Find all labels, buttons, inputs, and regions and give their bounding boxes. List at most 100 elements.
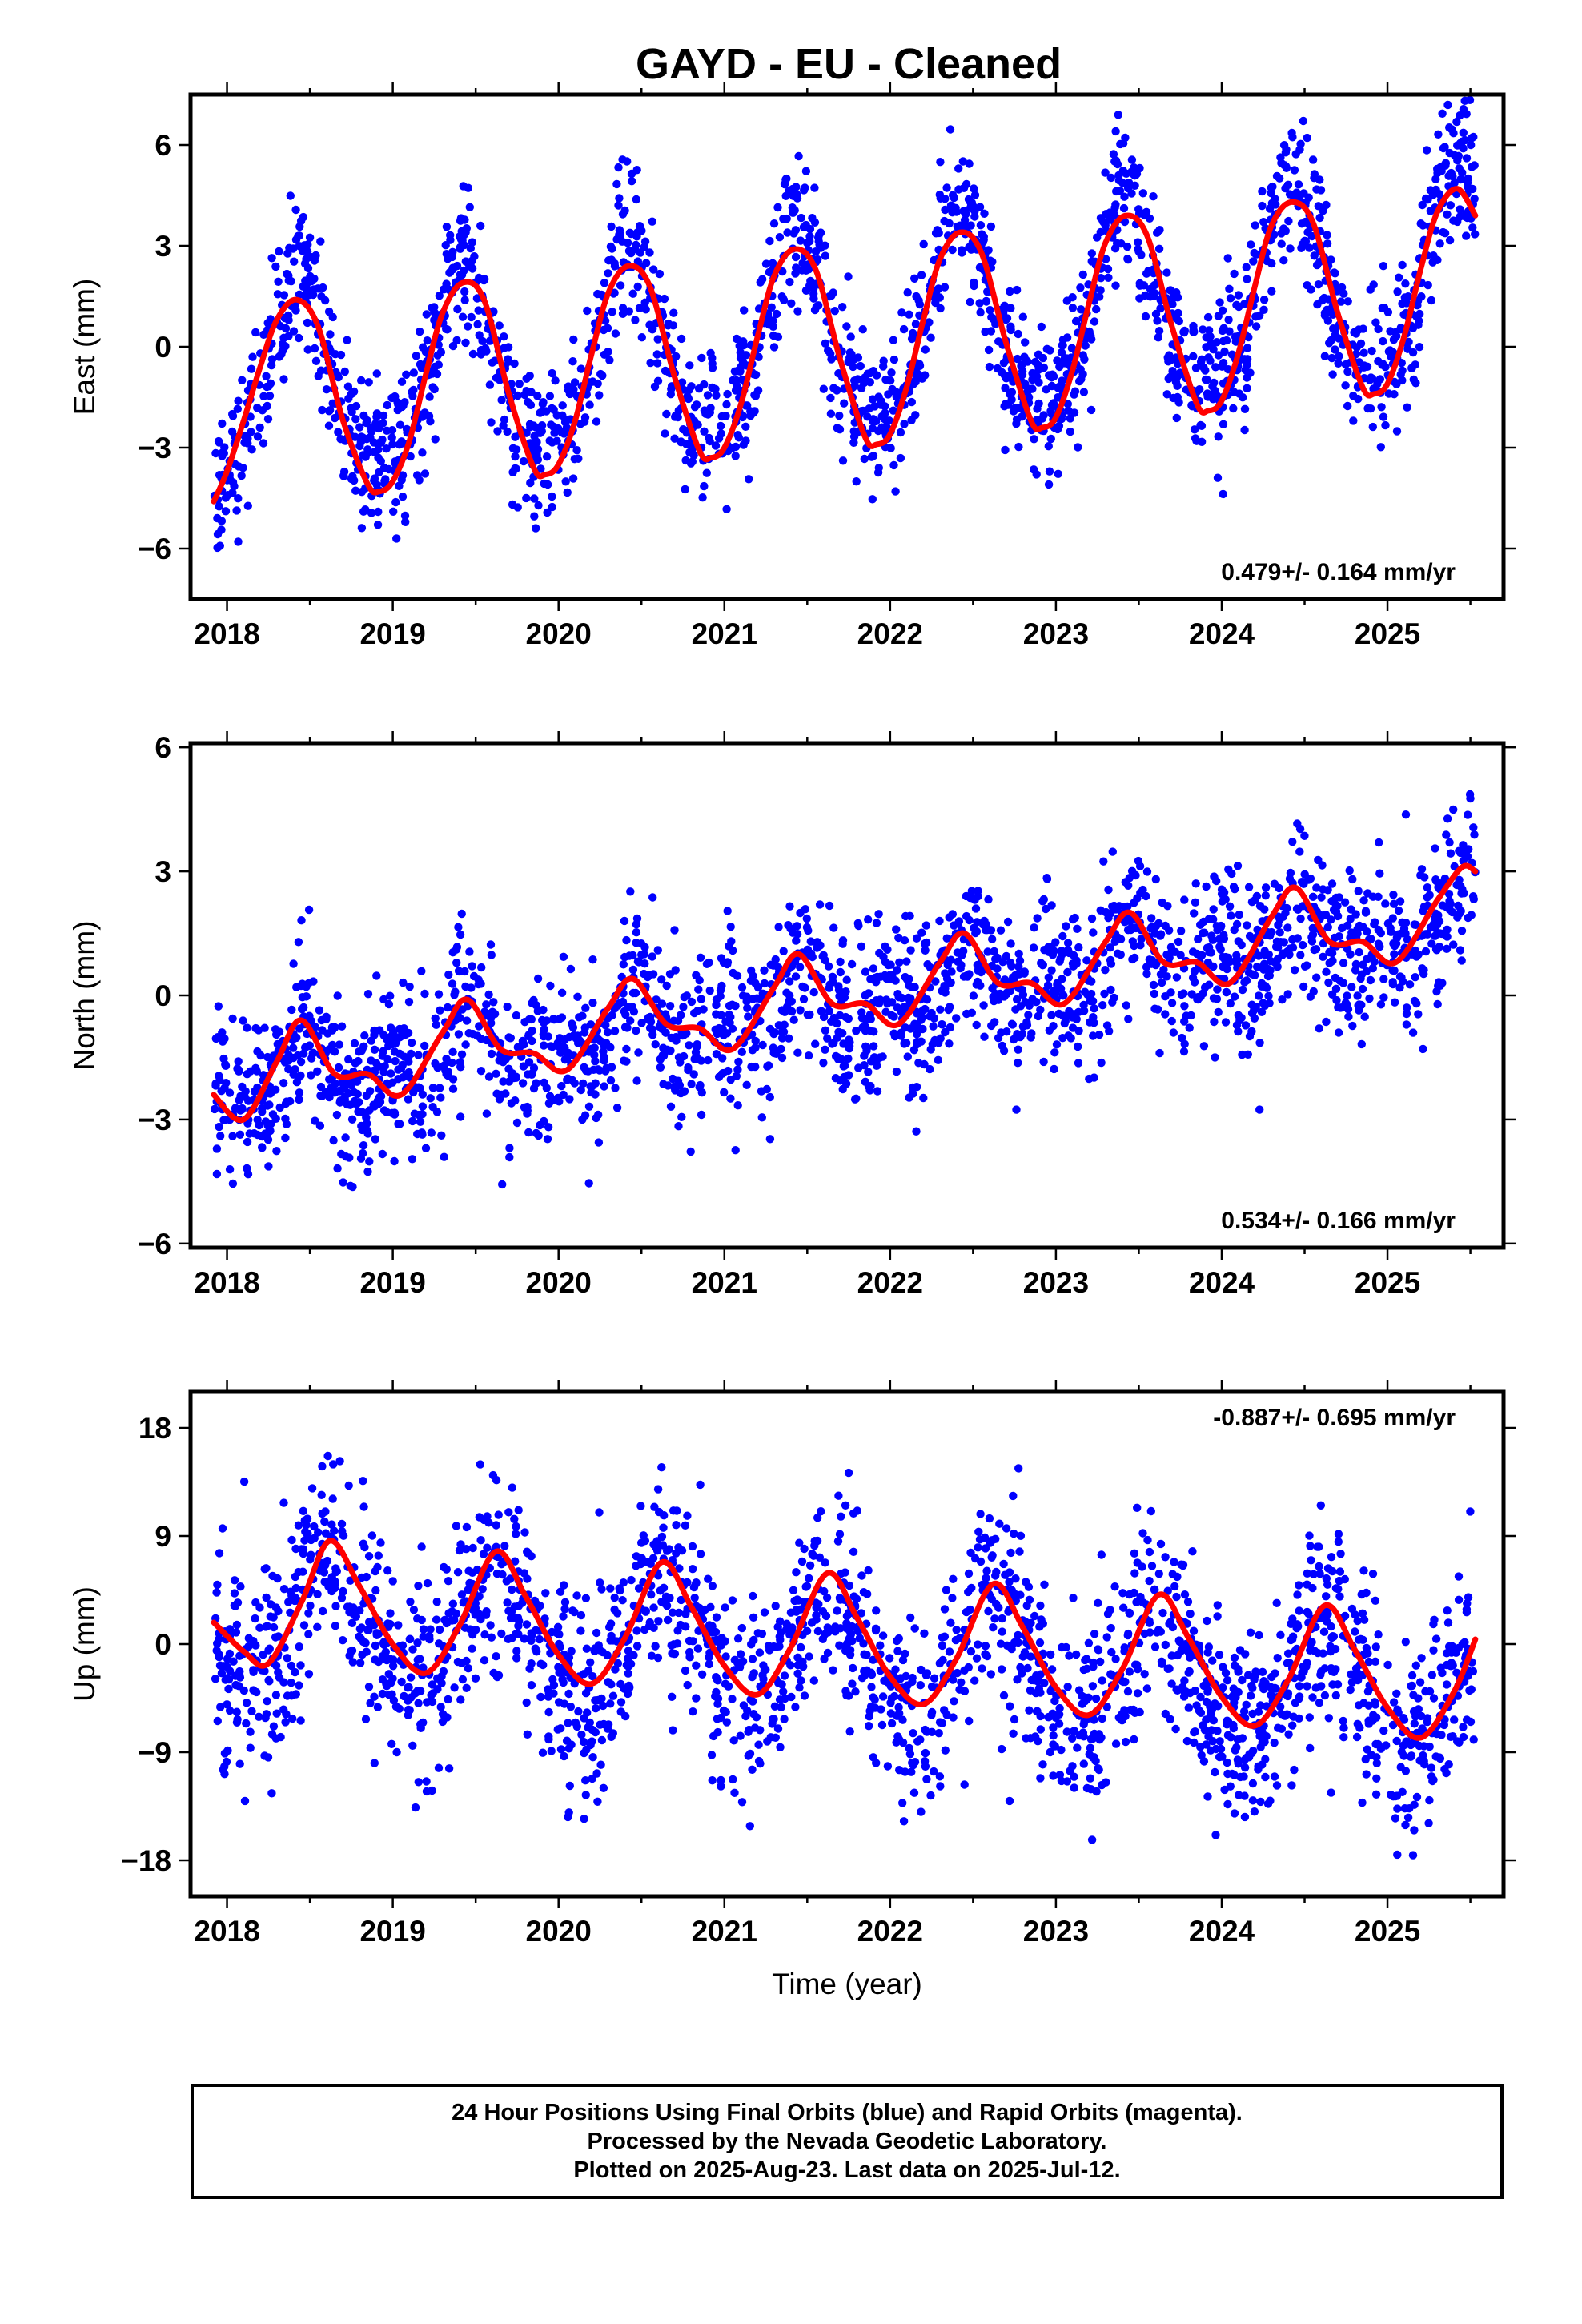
north-data-point — [1185, 1023, 1194, 1032]
east-data-point — [1403, 292, 1413, 301]
north-data-point — [1356, 974, 1365, 983]
up-data-point — [1133, 1689, 1142, 1698]
east-data-point — [363, 416, 371, 425]
north-data-point — [697, 1110, 706, 1120]
east-data-point — [1001, 400, 1010, 408]
east-data-point — [536, 408, 544, 417]
north-data-point — [528, 1036, 536, 1046]
east-data-point — [1375, 375, 1385, 384]
east-y-axis-label: East (mm) — [68, 279, 101, 416]
north-data-point — [948, 910, 958, 919]
east-data-point — [842, 322, 851, 331]
east-data-point — [374, 507, 383, 517]
east-data-point — [986, 222, 996, 231]
up-data-point — [508, 1585, 516, 1594]
east-data-point — [1081, 341, 1090, 350]
east-data-point — [1435, 239, 1444, 248]
north-data-point — [252, 1067, 261, 1076]
east-data-point — [311, 251, 320, 260]
north-data-point — [1375, 869, 1384, 878]
east-data-point — [642, 259, 651, 267]
east-data-point — [1078, 270, 1088, 279]
east-data-point — [1378, 304, 1387, 312]
east-data-point — [532, 524, 540, 533]
north-data-point — [1390, 950, 1399, 959]
north-data-point — [737, 983, 747, 992]
east-data-point — [303, 318, 312, 328]
north-data-point — [1174, 937, 1183, 947]
east-data-point — [745, 475, 753, 484]
north-data-point — [1332, 995, 1341, 1005]
east-data-point — [769, 343, 779, 352]
north-data-point — [747, 966, 756, 975]
east-data-point — [1279, 141, 1289, 150]
east-data-point — [1030, 465, 1038, 474]
north-data-point — [560, 1055, 569, 1064]
north-data-point — [903, 1052, 913, 1061]
north-data-point — [1337, 923, 1347, 933]
north-data-point — [505, 1144, 514, 1152]
east-xtick-label: 2018 — [194, 617, 259, 650]
north-data-point — [482, 1000, 491, 1009]
north-data-point — [1006, 939, 1015, 948]
north-data-point — [468, 962, 476, 971]
north-data-point — [869, 964, 878, 973]
north-data-point — [427, 1128, 436, 1137]
north-data-point — [414, 1083, 423, 1092]
east-data-point — [1460, 96, 1469, 105]
east-data-point — [366, 433, 375, 442]
east-data-point — [970, 184, 978, 193]
east-data-point — [1438, 109, 1447, 118]
east-data-point — [830, 307, 840, 316]
east-data-point — [376, 456, 385, 466]
north-data-point — [869, 1042, 878, 1051]
north-data-point — [821, 1045, 829, 1055]
up-data-point — [606, 1584, 615, 1593]
east-data-point — [793, 307, 802, 316]
east-data-point — [978, 238, 987, 247]
east-data-point — [1049, 399, 1058, 408]
east-data-point — [730, 367, 740, 376]
north-data-point — [235, 1096, 243, 1105]
north-data-point — [938, 987, 946, 995]
east-data-point — [1343, 367, 1352, 376]
north-data-point — [771, 955, 780, 964]
north-data-point — [906, 994, 915, 1003]
east-data-point — [697, 353, 706, 363]
east-data-point — [1367, 346, 1376, 356]
east-data-point — [870, 402, 879, 411]
up-data-point — [592, 1628, 601, 1638]
up-data-point — [862, 1651, 871, 1659]
north-data-point — [1299, 879, 1308, 888]
up-data-point — [271, 1691, 281, 1699]
up-data-point — [1443, 1606, 1452, 1615]
east-data-point — [361, 505, 370, 514]
east-data-point — [1431, 185, 1440, 195]
chart-title: GAYD - EU - Cleaned — [636, 40, 1062, 88]
north-data-point — [1374, 939, 1383, 948]
east-data-point — [548, 502, 556, 512]
east-data-point — [779, 215, 788, 223]
east-data-point — [281, 342, 290, 351]
east-data-point — [690, 417, 699, 426]
east-data-point — [698, 493, 707, 502]
east-data-point — [1468, 184, 1477, 194]
east-data-point — [984, 246, 993, 255]
north-data-point — [792, 936, 801, 945]
east-data-point — [741, 351, 751, 360]
north-data-point — [1279, 949, 1288, 958]
north-data-point — [713, 1029, 721, 1039]
north-data-point — [874, 910, 883, 919]
north-data-point — [651, 1040, 660, 1049]
north-data-point — [524, 1058, 534, 1067]
east-data-point — [703, 391, 713, 400]
north-data-point — [580, 1028, 589, 1037]
north-data-point — [1042, 904, 1050, 914]
east-data-point — [1445, 123, 1454, 132]
north-data-point — [971, 928, 980, 938]
north-data-point — [258, 1108, 267, 1116]
east-data-point — [869, 367, 878, 376]
north-data-point — [1064, 1031, 1073, 1040]
north-data-point — [1012, 1105, 1021, 1114]
north-y-axis-label: North (mm) — [68, 920, 101, 1070]
